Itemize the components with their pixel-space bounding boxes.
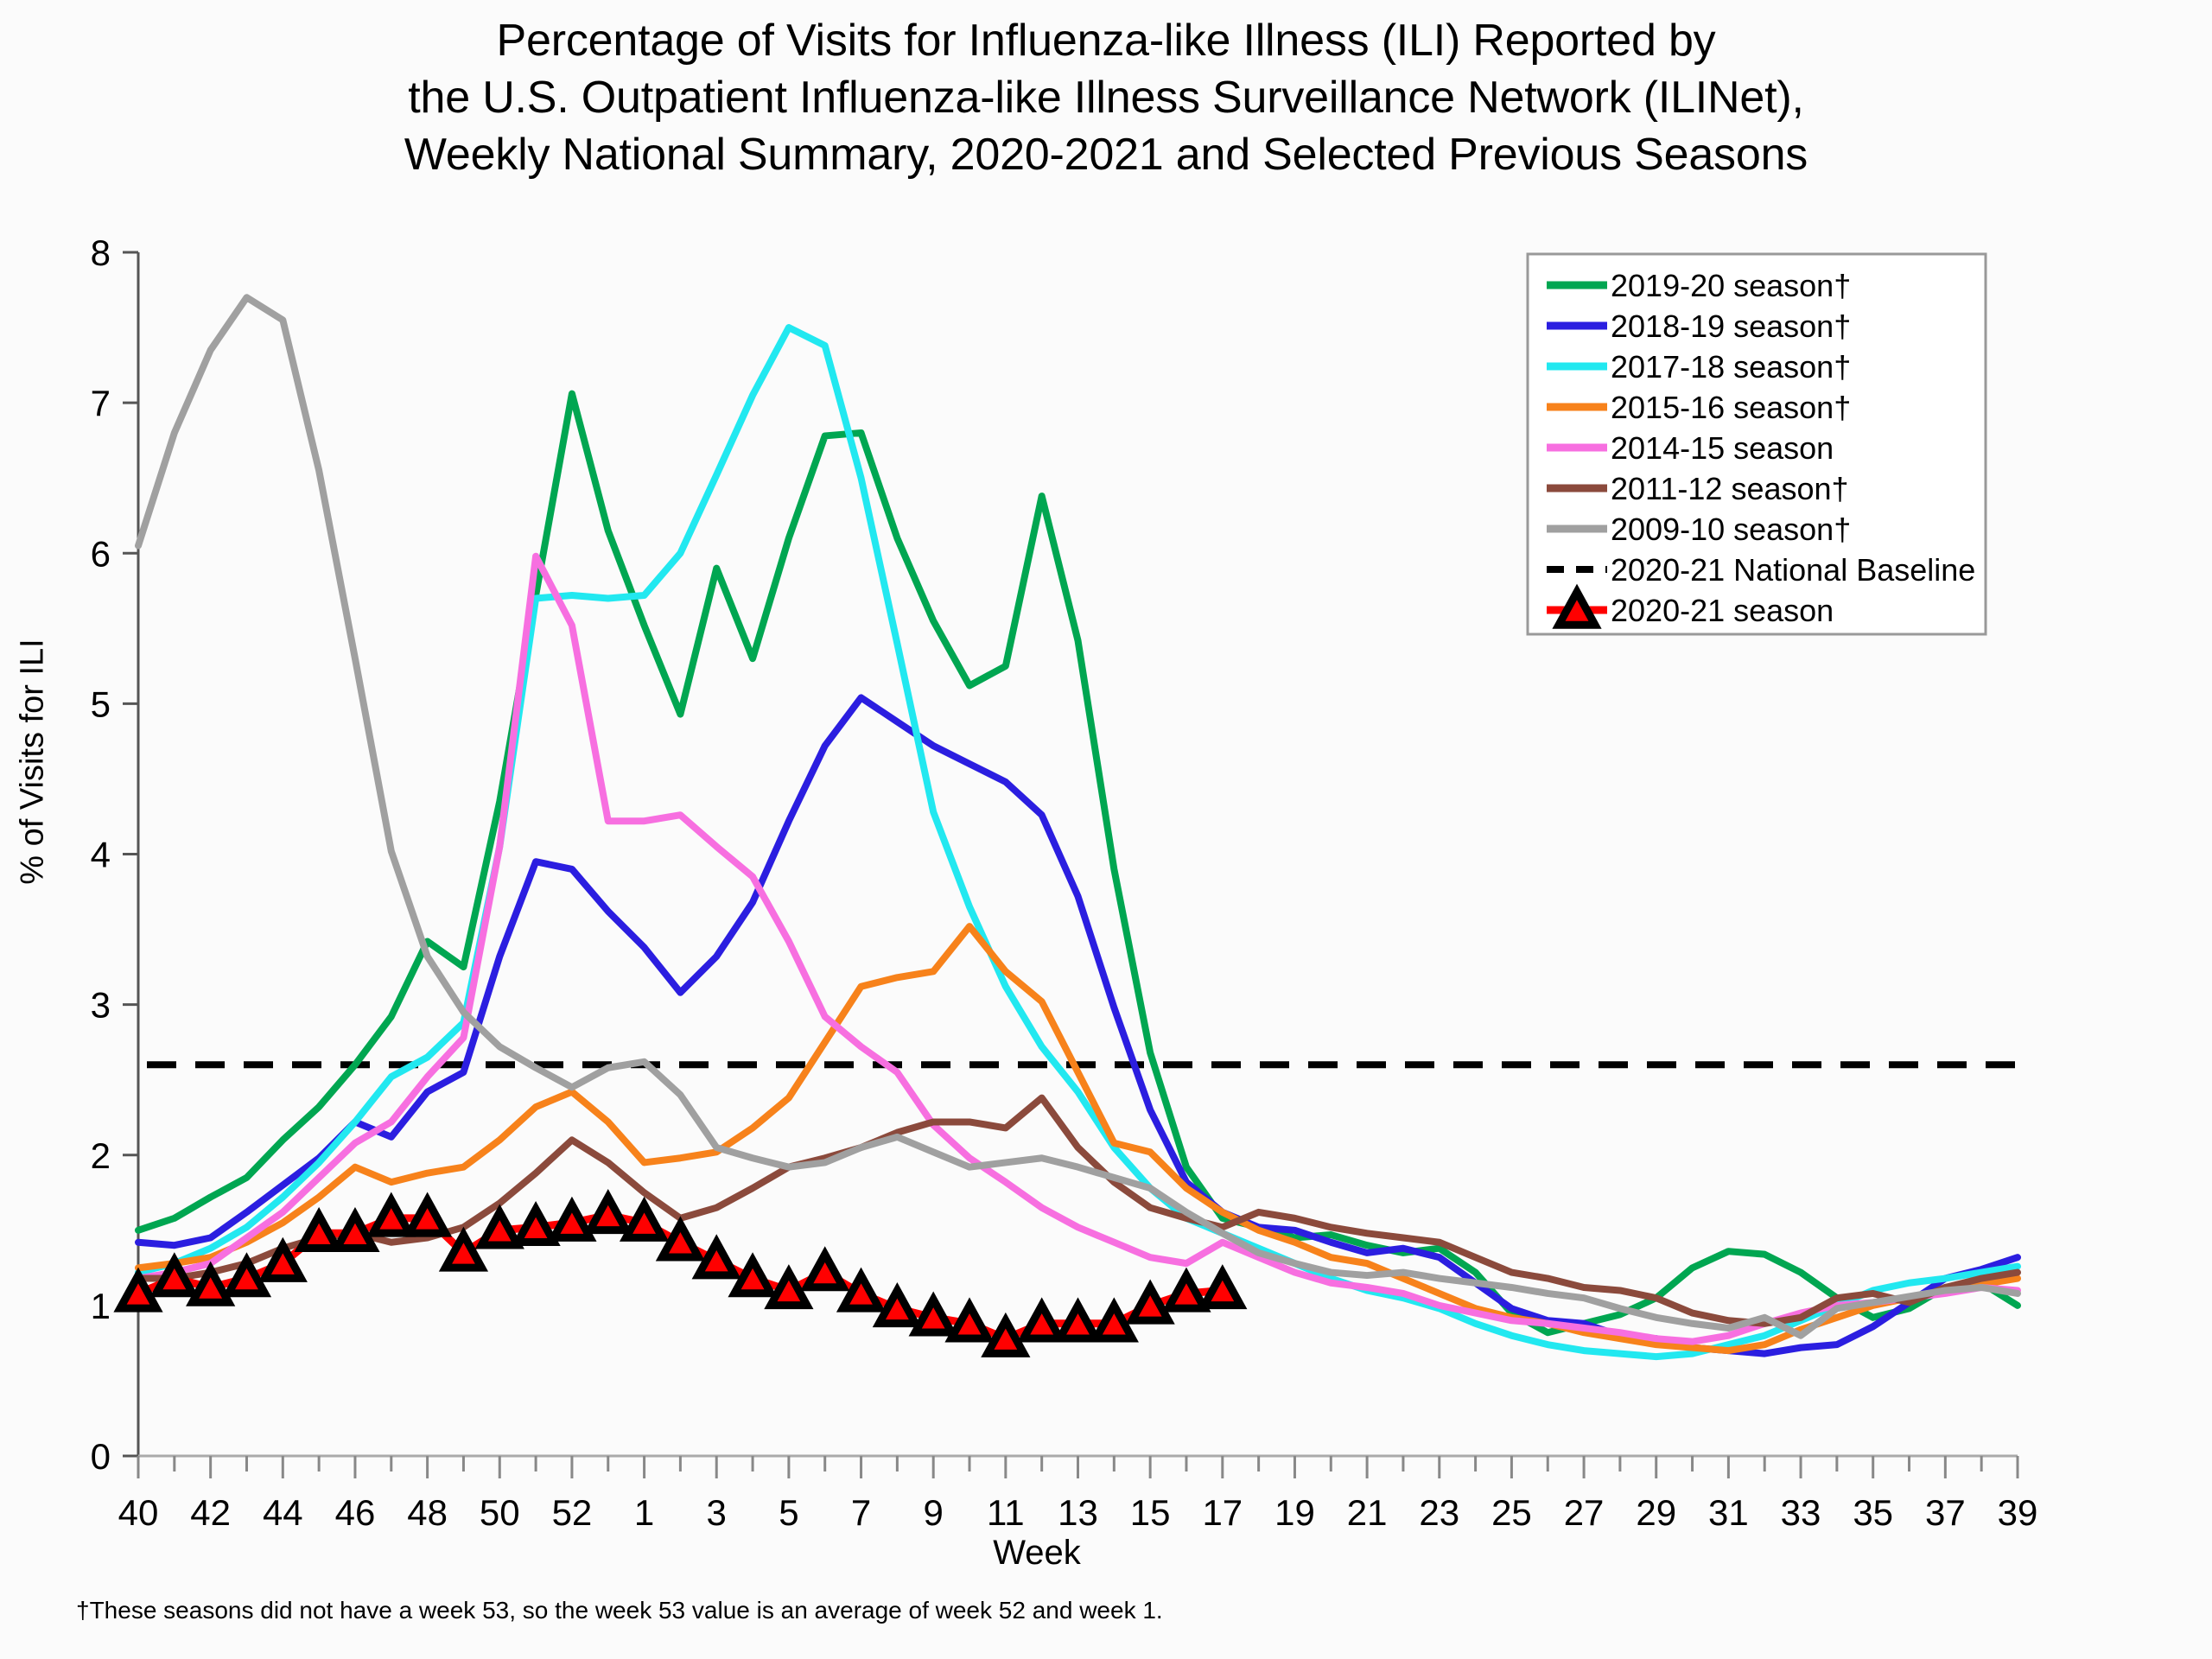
series-marker-7 <box>149 1252 200 1298</box>
x-axis-tick-label: 15 <box>1130 1492 1171 1533</box>
series-marker-7 <box>294 1206 344 1253</box>
legend-item[interactable]: 2011-12 season† <box>1547 471 1849 506</box>
x-axis-tick-label: 19 <box>1274 1492 1315 1533</box>
x-axis-tick-label: 44 <box>263 1492 303 1533</box>
series-marker-7 <box>366 1192 416 1237</box>
x-axis-tick-label: 46 <box>335 1492 376 1533</box>
series-marker-7 <box>221 1252 272 1298</box>
series-line-4 <box>135 552 2021 1345</box>
x-axis-tick-label: 11 <box>987 1492 1025 1533</box>
legend-item-label: 2019-20 season† <box>1611 268 1851 303</box>
legend-item[interactable]: 2020-21 National Baseline <box>1547 552 1975 588</box>
x-axis-tick-label: 35 <box>1853 1492 1893 1533</box>
legend-item-label: 2020-21 season <box>1611 593 1834 628</box>
x-axis-tick-label: 13 <box>1058 1492 1098 1533</box>
x-axis-tick-label: 1 <box>634 1492 654 1533</box>
series-marker-7 <box>764 1264 814 1310</box>
legend-item[interactable]: 2018-19 season† <box>1547 308 1851 344</box>
x-axis-tick-label: 42 <box>190 1492 231 1533</box>
y-axis-tick-label: 7 <box>91 383 111 423</box>
chart-title-line-2: the U.S. Outpatient Influenza-like Illne… <box>408 73 1804 123</box>
x-axis-tick-label: 37 <box>1925 1492 1966 1533</box>
x-axis-tick-label: 39 <box>1998 1492 2038 1533</box>
series-marker-7 <box>728 1252 778 1298</box>
x-axis-tick-label: 17 <box>1202 1492 1243 1533</box>
x-axis-tick-label: 33 <box>1781 1492 1821 1533</box>
series-line-5 <box>135 1094 2021 1327</box>
chart-title-line-1: Percentage of Visits for Influenza-like … <box>496 16 1716 66</box>
legend-item[interactable]: 2017-18 season† <box>1547 349 1851 385</box>
x-axis-tick-label: 29 <box>1636 1492 1676 1533</box>
series-line-6 <box>135 294 2021 1339</box>
series-marker-7 <box>257 1236 308 1282</box>
series-marker-7 <box>908 1291 958 1337</box>
x-axis-tick-label: 7 <box>851 1492 871 1533</box>
legend-item[interactable]: 2015-16 season† <box>1547 390 1851 425</box>
legend-swatch-marker <box>1552 583 1602 629</box>
x-axis-tick-label: 23 <box>1419 1492 1459 1533</box>
series-marker-7 <box>330 1206 380 1253</box>
legend-item[interactable]: 2009-10 season† <box>1547 512 1851 547</box>
series-line-0 <box>135 390 2021 1337</box>
y-axis-tick-label: 2 <box>91 1135 111 1176</box>
legend-item-label: 2018-19 season† <box>1611 308 1851 344</box>
y-axis-tick-label: 6 <box>91 533 111 574</box>
x-axis-tick-label: 25 <box>1491 1492 1532 1533</box>
legend-item-label: 2020-21 National Baseline <box>1611 552 1975 588</box>
x-axis-tick-label: 52 <box>552 1492 593 1533</box>
series-marker-7 <box>547 1196 597 1242</box>
legend-item-label: 2017-18 season† <box>1611 349 1851 385</box>
series-marker-7 <box>438 1226 489 1272</box>
series-marker-7 <box>113 1267 163 1313</box>
y-axis-tick-label: 3 <box>91 985 111 1026</box>
series-marker-7 <box>186 1261 236 1306</box>
x-axis-tick-label: 27 <box>1564 1492 1605 1533</box>
x-axis-tick-label: 48 <box>407 1492 448 1533</box>
legend-item[interactable]: 2014-15 season <box>1547 430 1834 466</box>
legend-item-label: 2014-15 season <box>1611 430 1834 466</box>
series-marker-7 <box>474 1204 524 1249</box>
x-axis-tick-label: 3 <box>707 1492 727 1533</box>
series-marker-7 <box>981 1312 1031 1357</box>
x-axis-tick-label: 50 <box>480 1492 520 1533</box>
series-marker-7 <box>619 1196 670 1242</box>
legend-item-label: 2011-12 season† <box>1611 471 1849 506</box>
series-marker-7 <box>872 1282 922 1328</box>
series-marker-7 <box>836 1267 887 1313</box>
y-axis-tick-label: 1 <box>91 1286 111 1326</box>
series-marker-7 <box>583 1189 633 1235</box>
x-axis-tick-label: 5 <box>779 1492 798 1533</box>
legend-item[interactable]: 2020-21 season <box>1547 583 1834 629</box>
series-marker-7 <box>1161 1267 1211 1313</box>
x-axis-tick-label: 40 <box>118 1492 159 1533</box>
y-axis-tick-label: 8 <box>91 232 111 273</box>
series-marker-7 <box>944 1297 995 1343</box>
x-axis-tick-label: 21 <box>1347 1492 1388 1533</box>
x-axis-tick-label: 31 <box>1708 1492 1749 1533</box>
series-marker-7 <box>403 1192 453 1237</box>
y-axis-tick-label: 0 <box>91 1436 111 1477</box>
series-marker-7 <box>691 1234 741 1280</box>
series-line-3 <box>135 923 2021 1355</box>
series-marker-7 <box>1198 1264 1248 1310</box>
series-marker-7 <box>655 1216 706 1262</box>
x-axis-tick-label: 9 <box>924 1492 944 1533</box>
series-marker-7 <box>1017 1297 1067 1343</box>
legend-item-label: 2009-10 season† <box>1611 512 1851 547</box>
series-marker-7 <box>1125 1279 1175 1325</box>
series-marker-7 <box>1089 1297 1139 1343</box>
chart-title-line-3: Weekly National Summary, 2020-2021 and S… <box>404 130 1808 180</box>
legend-item[interactable]: 2019-20 season† <box>1547 268 1851 303</box>
series-marker-7 <box>1052 1297 1103 1343</box>
series-marker-7 <box>800 1246 850 1292</box>
series-marker-7 <box>511 1200 561 1247</box>
y-axis-tick-label: 4 <box>91 835 111 875</box>
y-axis-tick-label: 5 <box>91 683 111 724</box>
legend-item-label: 2015-16 season† <box>1611 390 1851 425</box>
chart-title: Percentage of Visits for Influenza-like … <box>0 12 2212 183</box>
x-axis-label: Week <box>993 1534 1081 1572</box>
chart-footnote: †These seasons did not have a week 53, s… <box>76 1597 1163 1624</box>
